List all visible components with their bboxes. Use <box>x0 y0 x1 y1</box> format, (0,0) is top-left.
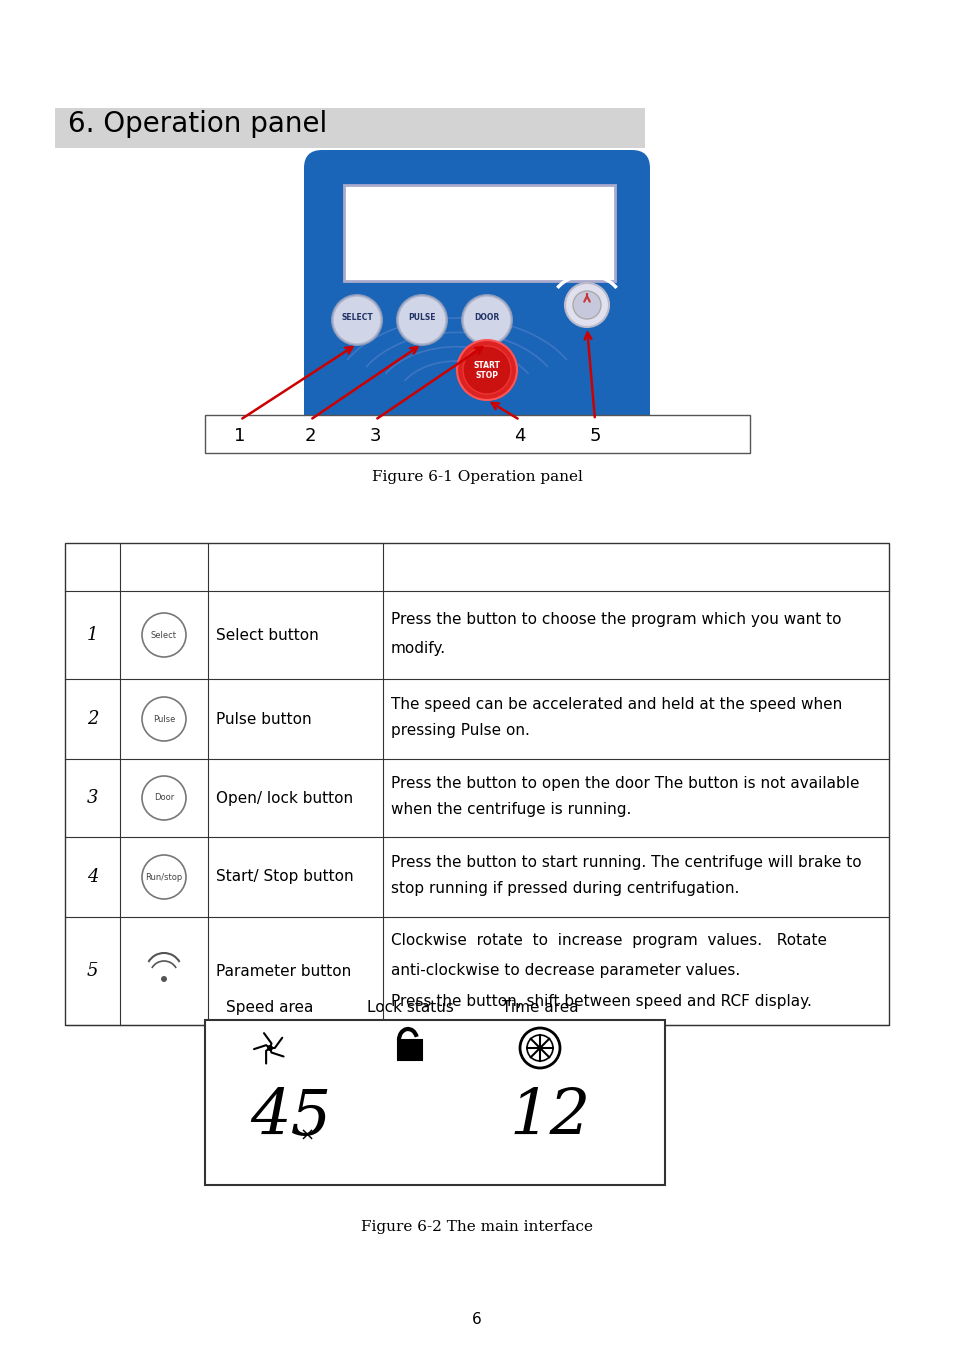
Circle shape <box>460 294 513 346</box>
Text: START: START <box>473 360 500 370</box>
Circle shape <box>331 294 382 346</box>
Text: STOP: STOP <box>475 370 498 379</box>
Circle shape <box>564 284 608 327</box>
Text: Pulse button: Pulse button <box>215 711 312 726</box>
Circle shape <box>267 1045 273 1052</box>
Text: Parameter button: Parameter button <box>215 964 351 979</box>
Bar <box>205 1021 664 1185</box>
Text: Press the button to choose the program which you want to: Press the button to choose the program w… <box>391 612 841 626</box>
Text: 2: 2 <box>87 710 98 728</box>
Text: when the centrifuge is running.: when the centrifuge is running. <box>391 802 631 817</box>
Text: Figure 6-2 The main interface: Figure 6-2 The main interface <box>360 1220 593 1234</box>
Text: Press the button to open the door The button is not available: Press the button to open the door The bu… <box>391 776 859 791</box>
Text: Speed area: Speed area <box>226 1000 314 1015</box>
Text: Pulse: Pulse <box>152 714 175 724</box>
Circle shape <box>395 294 448 346</box>
Text: Time area: Time area <box>501 1000 578 1015</box>
Text: 6: 6 <box>472 1312 481 1327</box>
Text: anti-clockwise to decrease parameter values.: anti-clockwise to decrease parameter val… <box>391 964 740 979</box>
Circle shape <box>456 340 517 400</box>
Text: Select button: Select button <box>215 628 318 643</box>
Text: 3: 3 <box>369 427 380 446</box>
Text: 2: 2 <box>304 427 315 446</box>
Circle shape <box>462 296 511 344</box>
Text: 6. Operation panel: 6. Operation panel <box>68 109 327 138</box>
Text: ×: × <box>299 1127 314 1145</box>
Bar <box>65 543 888 1025</box>
Text: Open/ lock button: Open/ lock button <box>215 791 353 806</box>
Bar <box>397 1040 421 1060</box>
Text: Figure 6-1 Operation panel: Figure 6-1 Operation panel <box>371 470 582 485</box>
Text: 3: 3 <box>87 788 98 807</box>
Text: PULSE: PULSE <box>408 313 436 323</box>
Circle shape <box>397 296 446 344</box>
Text: 1: 1 <box>87 626 98 644</box>
Text: pressing Pulse on.: pressing Pulse on. <box>391 724 529 738</box>
Text: 1: 1 <box>234 427 246 446</box>
Text: 4: 4 <box>514 427 525 446</box>
Text: The speed can be accelerated and held at the speed when: The speed can be accelerated and held at… <box>391 697 841 711</box>
FancyBboxPatch shape <box>304 150 649 437</box>
Text: Door: Door <box>153 794 174 802</box>
Text: 12: 12 <box>510 1087 591 1149</box>
Circle shape <box>333 296 380 344</box>
FancyBboxPatch shape <box>344 185 615 281</box>
Text: 4: 4 <box>87 868 98 886</box>
Text: Lock status: Lock status <box>366 1000 453 1015</box>
Text: SELECT: SELECT <box>341 313 373 323</box>
Text: 5: 5 <box>87 963 98 980</box>
Text: 45: 45 <box>250 1087 331 1149</box>
Bar <box>55 108 644 148</box>
Circle shape <box>573 292 600 319</box>
Text: DOOR: DOOR <box>474 313 499 323</box>
Text: Start/ Stop button: Start/ Stop button <box>215 869 354 884</box>
Text: Clockwise  rotate  to  increase  program  values.   Rotate: Clockwise rotate to increase program val… <box>391 933 826 948</box>
Circle shape <box>161 976 167 981</box>
Text: Press the button to start running. The centrifuge will brake to: Press the button to start running. The c… <box>391 855 861 871</box>
Text: modify.: modify. <box>391 641 446 656</box>
Circle shape <box>462 346 511 394</box>
Text: 5: 5 <box>589 427 600 446</box>
Bar <box>205 414 749 454</box>
Text: stop running if pressed during centrifugation.: stop running if pressed during centrifug… <box>391 882 739 896</box>
Text: Run/stop: Run/stop <box>145 872 182 882</box>
Text: Press the button, shift between speed and RCF display.: Press the button, shift between speed an… <box>391 994 811 1008</box>
Text: Select: Select <box>151 630 177 640</box>
